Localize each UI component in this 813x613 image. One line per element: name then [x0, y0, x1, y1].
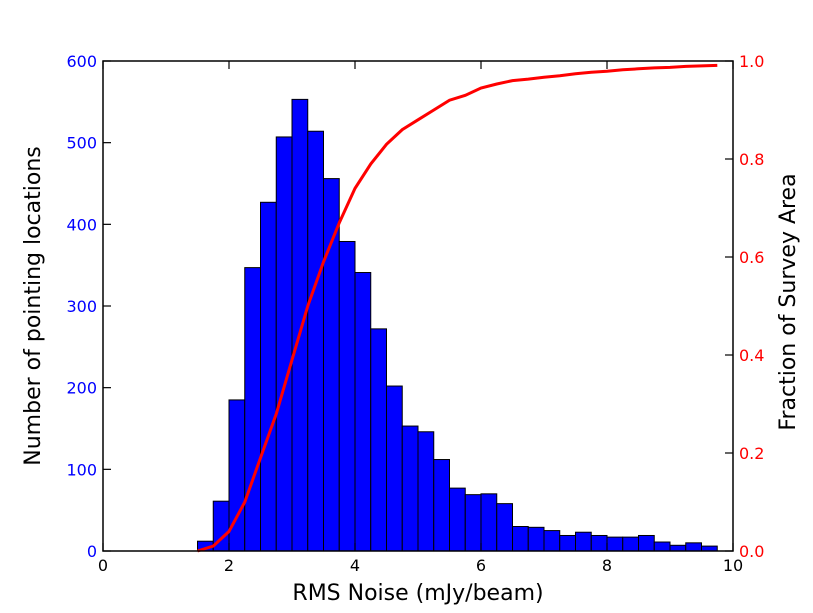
y2-tick-label: 0.4 [739, 346, 764, 365]
y-tick-label: 500 [66, 134, 97, 153]
histogram-bar [338, 240, 356, 552]
x-axis-label: RMS Noise (mJy/beam) [292, 581, 543, 606]
histogram-bar [606, 536, 624, 552]
y2-tick-label: 0.8 [739, 150, 764, 169]
x-tick-label: 0 [98, 556, 108, 575]
histogram-bar [433, 459, 450, 552]
y-tick-label: 0 [87, 542, 97, 561]
y-tick-label: 600 [66, 52, 97, 71]
histogram-bar [527, 526, 545, 552]
y-tick-label: 400 [66, 215, 97, 234]
histogram-bar [685, 542, 702, 552]
histogram-bar [323, 178, 340, 552]
x-tick-label: 6 [476, 556, 486, 575]
histogram-bar [244, 267, 261, 552]
y2-axis-label: Fraction of Survey Area [776, 173, 801, 430]
histogram-bar [354, 272, 372, 552]
histogram-bar [669, 544, 687, 552]
y2-tick-label: 0.0 [739, 542, 764, 561]
histogram-bar [291, 98, 309, 552]
x-tick-label: 4 [350, 556, 360, 575]
y-axis-label: Number of pointing locations [21, 146, 46, 465]
histogram-bar [512, 526, 529, 552]
histogram-bar [480, 493, 498, 552]
histogram-bar [575, 531, 592, 552]
histogram-bar [449, 487, 466, 552]
y2-tick-label: 0.6 [739, 248, 764, 267]
y2-tick-label: 1.0 [739, 52, 764, 71]
y-tick-label: 100 [66, 460, 97, 479]
cumulative-fraction-line [197, 63, 718, 553]
histogram-bar [559, 534, 576, 552]
y-tick-label: 200 [66, 379, 97, 398]
histogram-bar [638, 534, 655, 552]
histogram-bar [386, 385, 403, 552]
histogram-bar [417, 431, 435, 552]
x-tick-label: 10 [723, 556, 743, 575]
histogram-bar [370, 328, 387, 552]
axis-ticks: 0 2 4 6 8 1001002003004005006000.00.20.40.60.… [66, 52, 764, 575]
histogram-bar [653, 541, 671, 552]
histogram-bar [590, 534, 608, 552]
y-tick-label: 300 [66, 297, 97, 316]
x-tick-label: 8 [602, 556, 612, 575]
histogram-bar [275, 136, 293, 552]
histogram-bar [622, 536, 639, 552]
histogram-bar [307, 130, 324, 552]
histogram-bar [543, 530, 561, 552]
histogram-bar [496, 503, 513, 552]
histogram-bars [197, 98, 718, 552]
histogram-bar [464, 494, 482, 552]
histogram-bar [260, 201, 277, 552]
histogram-bar [401, 425, 419, 552]
x-tick-label: 2 [224, 556, 234, 575]
y2-tick-label: 0.2 [739, 444, 764, 463]
